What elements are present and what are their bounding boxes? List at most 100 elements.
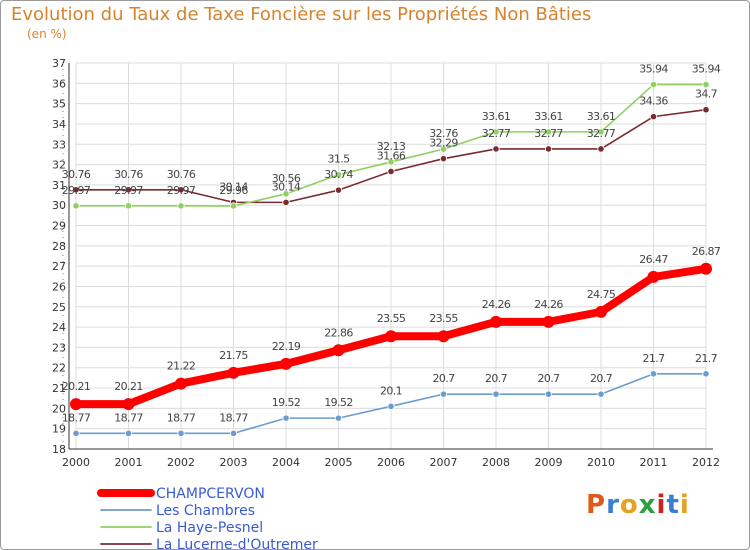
data-label: 21.75 xyxy=(219,349,248,362)
x-tick-label: 2011 xyxy=(640,456,668,469)
x-tick-label: 2010 xyxy=(587,456,615,469)
logo-letter: i xyxy=(656,490,667,520)
data-label: 30.74 xyxy=(324,168,353,181)
data-label: 20.1 xyxy=(380,384,402,397)
data-point-0 xyxy=(385,330,397,343)
data-point-2 xyxy=(282,190,290,198)
data-label: 32.76 xyxy=(429,127,458,140)
axes: 1819202122232425262728293031323334353637… xyxy=(52,57,720,469)
data-label: 18.77 xyxy=(167,411,196,424)
data-point-2 xyxy=(544,128,553,136)
data-point-3 xyxy=(544,145,553,153)
y-tick-label: 24 xyxy=(52,321,66,334)
data-label: 20.7 xyxy=(485,372,508,385)
data-point-0 xyxy=(227,366,240,379)
y-tick-label: 19 xyxy=(52,423,66,436)
data-point-1 xyxy=(282,414,290,422)
data-label: 30.76 xyxy=(114,168,143,181)
x-tick-label: 2008 xyxy=(482,456,510,469)
data-point-1 xyxy=(492,390,500,398)
data-point-1 xyxy=(177,429,185,437)
x-tick-label: 2007 xyxy=(430,456,458,469)
data-point-3 xyxy=(597,145,605,153)
x-tick-label: 2004 xyxy=(272,456,300,469)
y-tick-label: 34 xyxy=(52,118,66,131)
y-tick-label: 30 xyxy=(52,199,66,212)
data-label: 29.97 xyxy=(167,184,196,197)
data-label: 32.29 xyxy=(429,137,458,150)
data-label: 31.66 xyxy=(377,149,406,162)
data-label: 26.47 xyxy=(639,253,668,266)
y-axis-unit-label: (en %) xyxy=(27,27,67,41)
y-tick-label: 36 xyxy=(52,77,66,90)
legend-label: CHAMPCERVON xyxy=(156,486,265,502)
data-point-0 xyxy=(332,344,345,357)
data-point-0 xyxy=(70,398,82,411)
data-label: 30.14 xyxy=(219,180,248,193)
data-point-3 xyxy=(334,186,343,194)
data-point-1 xyxy=(597,390,605,398)
data-label: 35.94 xyxy=(692,63,721,76)
data-point-2 xyxy=(439,145,448,153)
proxiti-logo: Proxiti xyxy=(586,490,690,520)
data-label: 23.55 xyxy=(429,312,458,325)
data-label: 24.75 xyxy=(587,288,616,301)
data-label: 35.94 xyxy=(639,63,668,76)
data-label: 23.55 xyxy=(377,312,406,325)
data-label: 20.7 xyxy=(537,372,560,385)
data-point-1 xyxy=(387,402,395,410)
logo-letter: o xyxy=(619,490,639,520)
logo-letter: t xyxy=(666,490,680,520)
data-point-3 xyxy=(72,186,80,194)
data-label: 26.87 xyxy=(692,245,721,258)
data-point-2 xyxy=(124,202,133,210)
data-label: 32.77 xyxy=(534,127,563,140)
data-point-3 xyxy=(492,145,500,153)
legend-label: Les Chambres xyxy=(156,503,255,519)
data-label: 20.21 xyxy=(62,380,91,393)
data-point-1 xyxy=(229,429,238,437)
y-tick-label: 37 xyxy=(52,57,66,70)
data-label: 30.76 xyxy=(167,168,196,181)
chart-title: Evolution du Taux de Taxe Foncière sur l… xyxy=(11,4,592,25)
data-label: 19.52 xyxy=(272,396,301,409)
x-tick-label: 2012 xyxy=(692,456,720,469)
data-label: 18.77 xyxy=(219,411,248,424)
data-label: 29.97 xyxy=(114,184,143,197)
data-point-2 xyxy=(229,202,238,210)
data-label: 31.5 xyxy=(327,153,350,166)
logo-letter: x xyxy=(638,490,657,520)
data-label: 30.14 xyxy=(272,180,301,193)
data-label: 30.56 xyxy=(272,172,301,185)
data-point-2 xyxy=(72,202,80,210)
logo-letter: P xyxy=(586,490,607,520)
y-tick-label: 23 xyxy=(52,341,66,354)
x-tick-label: 2000 xyxy=(62,456,90,469)
y-tick-label: 29 xyxy=(52,220,66,233)
data-point-0 xyxy=(700,262,712,275)
logo-letter: r xyxy=(606,490,620,520)
data-point-0 xyxy=(122,398,135,411)
data-label: 33.61 xyxy=(534,110,563,123)
data-label: 20.7 xyxy=(590,372,613,385)
data-point-0 xyxy=(542,315,555,328)
x-tick-label: 2001 xyxy=(115,456,143,469)
data-point-0 xyxy=(647,270,660,283)
data-point-3 xyxy=(439,155,448,163)
data-point-2 xyxy=(649,80,658,89)
x-tick-label: 2005 xyxy=(325,456,353,469)
data-label: 21.22 xyxy=(167,360,196,373)
y-tick-label: 27 xyxy=(52,260,66,273)
y-tick-label: 21 xyxy=(52,382,66,395)
data-point-2 xyxy=(334,171,343,179)
data-label: 30.76 xyxy=(62,168,91,181)
data-point-2 xyxy=(702,80,710,89)
data-point-1 xyxy=(544,390,553,398)
data-point-1 xyxy=(702,370,710,378)
data-label: 33.61 xyxy=(587,110,616,123)
data-point-1 xyxy=(439,390,448,398)
data-point-0 xyxy=(437,330,450,343)
data-point-3 xyxy=(649,113,658,121)
